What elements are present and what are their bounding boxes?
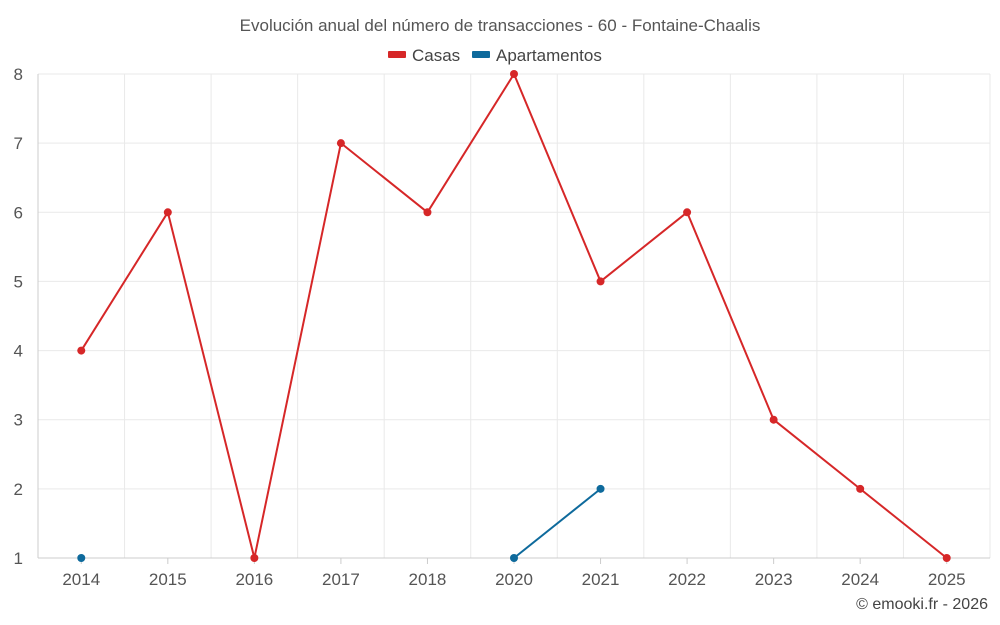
y-tick-label: 4 <box>14 342 23 361</box>
data-point-casas[interactable] <box>856 484 865 493</box>
legend-item-casas[interactable]: Casas <box>388 46 460 65</box>
data-point-casas[interactable] <box>77 346 86 355</box>
series-apartamentos <box>77 484 605 562</box>
legend-item-apartamentos[interactable]: Apartamentos <box>472 46 602 65</box>
legend-label-apartamentos: Apartamentos <box>496 46 602 65</box>
series-line-apartamentos <box>513 488 602 559</box>
y-tick-label: 8 <box>14 65 23 84</box>
y-tick-label: 2 <box>14 480 23 499</box>
legend-swatch-casas <box>388 51 406 58</box>
axes: 1 2 3 4 5 6 7 8 2014 2015 2016 2017 2018 2020 2021 2022… <box>14 65 990 589</box>
legend: Casas Apartamentos <box>388 46 602 65</box>
y-tick-label: 1 <box>14 549 23 568</box>
x-tick-label: 2024 <box>841 570 879 589</box>
data-point-casas[interactable] <box>423 208 432 217</box>
series-casas <box>77 70 951 562</box>
x-tick-label: 2022 <box>668 570 706 589</box>
credit-text: © emooki.fr - 2026 <box>856 596 988 613</box>
x-tick-label: 2016 <box>235 570 273 589</box>
x-tick-label: 2025 <box>928 570 966 589</box>
x-tick-label: 2021 <box>582 570 620 589</box>
data-point-casas[interactable] <box>163 208 172 217</box>
data-point-casas[interactable] <box>336 139 345 148</box>
data-point-casas[interactable] <box>683 208 692 217</box>
legend-swatch-apartamentos <box>472 51 490 58</box>
x-tick-label: 2017 <box>322 570 360 589</box>
y-tick-label: 5 <box>14 272 23 291</box>
x-tick-label: 2020 <box>495 570 533 589</box>
data-point-casas[interactable] <box>942 554 951 562</box>
series <box>77 70 951 562</box>
chart-title: Evolución anual del número de transaccio… <box>240 16 761 35</box>
data-point-casas[interactable] <box>510 70 518 78</box>
x-tick-label: 2023 <box>755 570 793 589</box>
y-tick-label: 7 <box>14 134 23 153</box>
data-point-casas[interactable] <box>596 277 605 286</box>
data-point-apartamentos[interactable] <box>510 554 518 562</box>
data-point-apartamentos[interactable] <box>596 484 605 493</box>
x-tick-label: 2014 <box>62 570 100 589</box>
x-tick-label: 2015 <box>149 570 187 589</box>
grid <box>37 73 991 559</box>
data-point-apartamentos[interactable] <box>77 554 86 562</box>
data-point-casas[interactable] <box>250 554 259 562</box>
y-tick-label: 3 <box>14 411 23 430</box>
y-tick-label: 6 <box>14 203 23 222</box>
data-point-casas[interactable] <box>769 415 778 424</box>
x-tick-label: 2018 <box>409 570 447 589</box>
legend-label-casas: Casas <box>412 46 460 65</box>
